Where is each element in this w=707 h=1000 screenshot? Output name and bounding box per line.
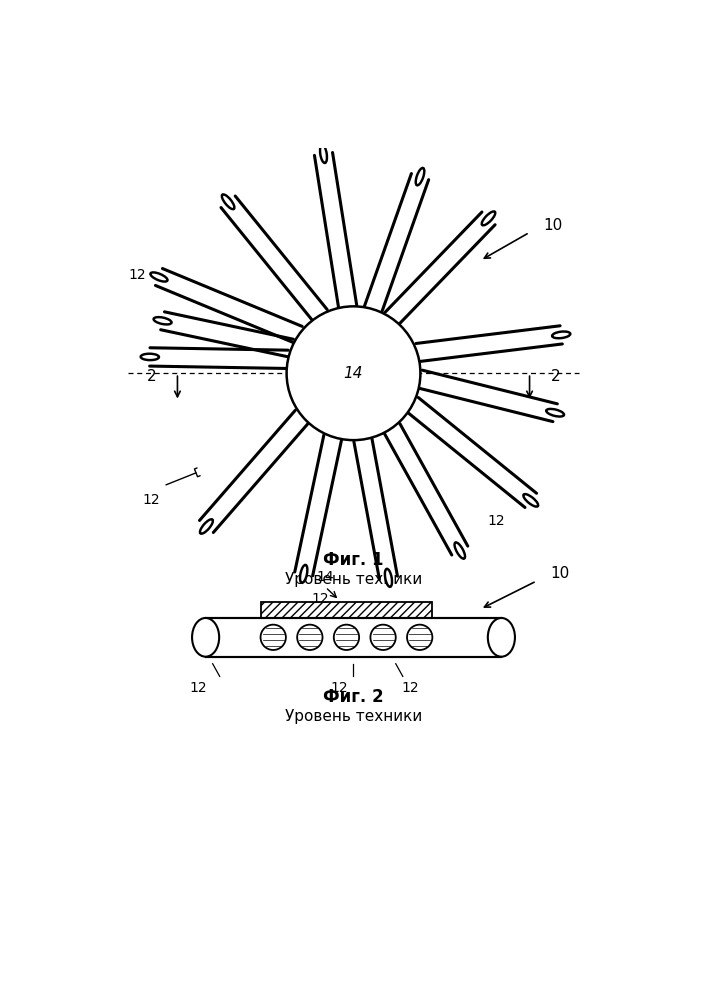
Ellipse shape: [151, 272, 168, 282]
Circle shape: [334, 625, 359, 650]
Ellipse shape: [222, 194, 235, 209]
Circle shape: [407, 625, 433, 650]
Text: 2: 2: [551, 369, 561, 384]
Ellipse shape: [300, 565, 308, 583]
Ellipse shape: [416, 168, 424, 185]
Text: Фиг. 1: Фиг. 1: [323, 551, 384, 569]
Text: Уровень техники: Уровень техники: [285, 709, 422, 724]
Ellipse shape: [320, 145, 327, 163]
Ellipse shape: [455, 542, 465, 559]
Text: 14: 14: [317, 570, 334, 584]
Text: 12: 12: [189, 681, 207, 695]
Ellipse shape: [385, 569, 392, 587]
Ellipse shape: [547, 409, 564, 417]
Text: 12: 12: [331, 681, 349, 695]
Ellipse shape: [552, 332, 571, 338]
Ellipse shape: [200, 519, 213, 534]
FancyBboxPatch shape: [206, 618, 501, 657]
Text: 12: 12: [128, 268, 146, 282]
Circle shape: [286, 306, 421, 440]
Text: Уровень техники: Уровень техники: [285, 572, 422, 587]
Text: 10: 10: [544, 218, 563, 233]
Text: 12: 12: [487, 514, 505, 528]
Text: 10: 10: [551, 566, 570, 581]
Ellipse shape: [488, 618, 515, 657]
Text: Фиг. 2: Фиг. 2: [323, 688, 384, 706]
Circle shape: [297, 625, 322, 650]
Text: 12: 12: [311, 592, 329, 606]
Text: 2: 2: [146, 369, 156, 384]
Ellipse shape: [481, 211, 496, 225]
Ellipse shape: [153, 317, 172, 324]
Text: 14: 14: [344, 366, 363, 381]
Bar: [261, 602, 433, 618]
Ellipse shape: [141, 354, 159, 360]
Ellipse shape: [192, 618, 219, 657]
Circle shape: [370, 625, 396, 650]
Text: 12: 12: [401, 681, 419, 695]
Circle shape: [261, 625, 286, 650]
Ellipse shape: [523, 494, 538, 507]
Text: 12: 12: [142, 493, 160, 507]
